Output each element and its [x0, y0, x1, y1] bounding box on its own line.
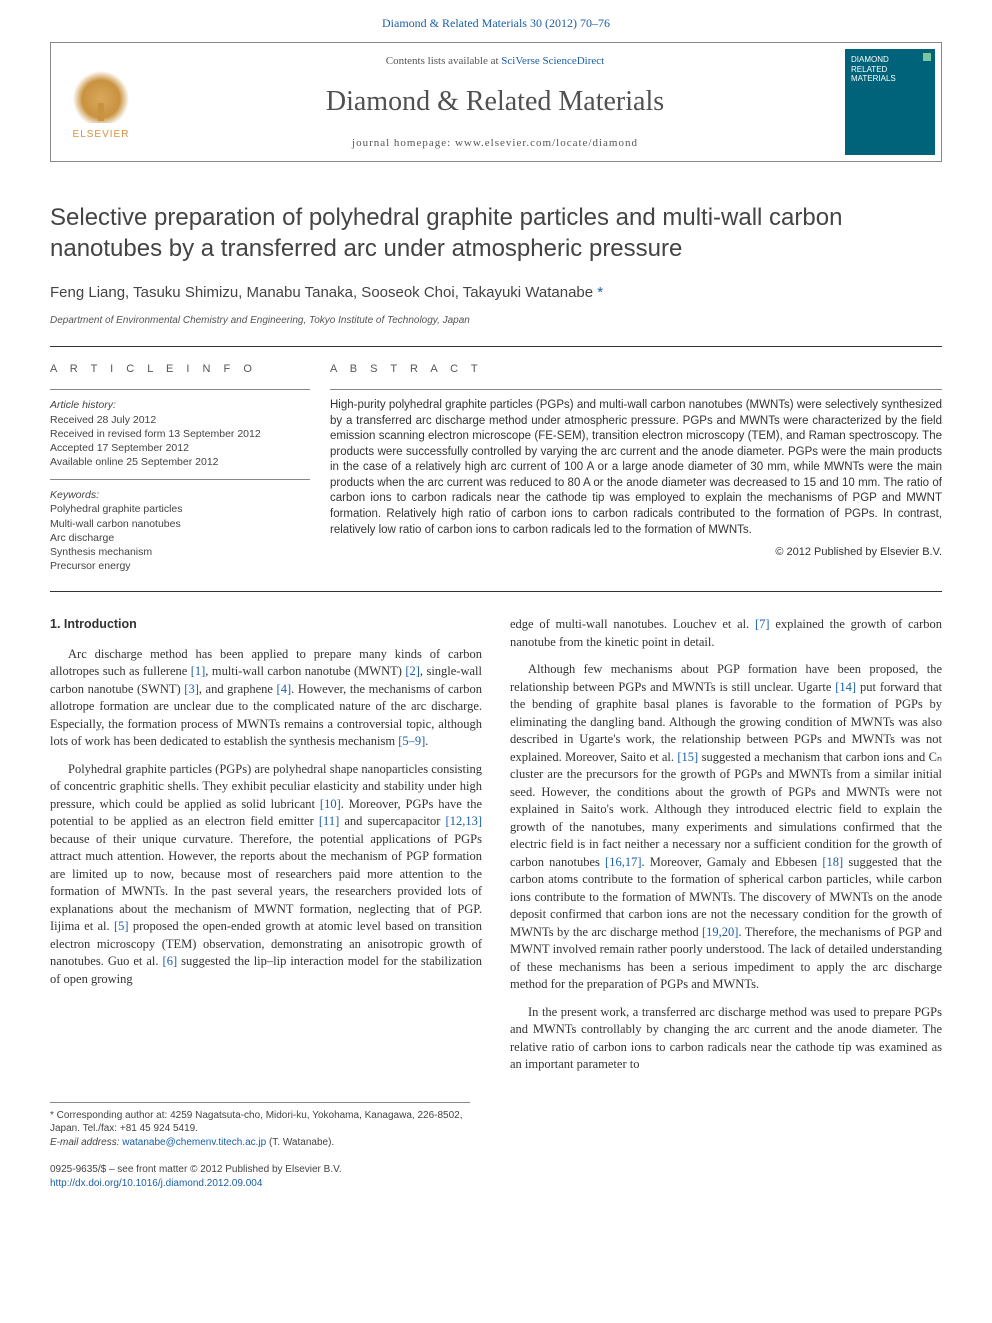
- para-1: Arc discharge method has been applied to…: [50, 646, 482, 751]
- article-info-column: A R T I C L E I N F O Article history: R…: [50, 361, 330, 573]
- ref-6[interactable]: [6]: [163, 954, 178, 968]
- email-link[interactable]: watanabe@chemenv.titech.ac.jp: [122, 1137, 266, 1148]
- elsevier-tree-icon: [71, 63, 131, 123]
- ref-7[interactable]: [7]: [755, 617, 770, 631]
- keyword-4: Synthesis mechanism: [50, 545, 300, 559]
- corresponding-note: * Corresponding author at: 4259 Nagatsut…: [50, 1109, 470, 1136]
- affiliation: Department of Environmental Chemistry an…: [50, 313, 942, 328]
- ref-14[interactable]: [14]: [835, 680, 856, 694]
- ref-3[interactable]: [3]: [184, 682, 199, 696]
- author-list: Feng Liang, Tasuku Shimizu, Manabu Tanak…: [50, 282, 942, 305]
- authors-text: Feng Liang, Tasuku Shimizu, Manabu Tanak…: [50, 284, 593, 301]
- ref-5[interactable]: [5]: [114, 919, 129, 933]
- ref-18[interactable]: [18]: [822, 855, 843, 869]
- ref-4[interactable]: [4]: [277, 682, 292, 696]
- ref-12-13[interactable]: [12,13]: [446, 814, 482, 828]
- publisher-name: ELSEVIER: [73, 127, 130, 142]
- body-columns: 1. Introduction Arc discharge method has…: [50, 592, 942, 1084]
- email-line: E-mail address: watanabe@chemenv.titech.…: [50, 1136, 470, 1150]
- email-label: E-mail address:: [50, 1137, 122, 1148]
- keyword-2: Multi-wall carbon nanotubes: [50, 517, 300, 531]
- cover-line1: DIAMOND: [851, 55, 929, 65]
- accepted-date: Accepted 17 September 2012: [50, 441, 300, 455]
- revised-date: Received in revised form 13 September 20…: [50, 427, 300, 441]
- section-1-heading: 1. Introduction: [50, 616, 482, 634]
- journal-cover-thumb: DIAMOND RELATED MATERIALS: [845, 49, 935, 155]
- publisher-logo: ELSEVIER: [51, 43, 151, 161]
- contents-prefix: Contents lists available at: [386, 55, 501, 67]
- para-4: Although few mechanisms about PGP format…: [510, 661, 942, 994]
- cover-line2: RELATED: [851, 65, 929, 75]
- ref-11[interactable]: [11]: [319, 814, 339, 828]
- para-3: edge of multi-wall nanotubes. Louchev et…: [510, 616, 942, 651]
- article-history: Article history: Received 28 July 2012 R…: [50, 398, 300, 469]
- ref-5-9[interactable]: [5–9]: [398, 734, 425, 748]
- info-rule-1: [50, 389, 310, 390]
- keyword-1: Polyhedral graphite particles: [50, 502, 300, 516]
- ref-10[interactable]: [10]: [320, 797, 341, 811]
- online-date: Available online 25 September 2012: [50, 455, 300, 469]
- journal-homepage: journal homepage: www.elsevier.com/locat…: [151, 135, 839, 152]
- keyword-5: Precursor energy: [50, 559, 300, 573]
- ref-16-17[interactable]: [16,17]: [605, 855, 641, 869]
- article-title: Selective preparation of polyhedral grap…: [50, 202, 942, 264]
- para-5: In the present work, a transferred arc d…: [510, 1004, 942, 1074]
- homepage-url[interactable]: www.elsevier.com/locate/diamond: [455, 137, 638, 149]
- sciencedirect-link[interactable]: SciVerse ScienceDirect: [501, 55, 604, 67]
- header-center: Contents lists available at SciVerse Sci…: [151, 43, 839, 161]
- cover-line3: MATERIALS: [851, 74, 929, 84]
- abstract-text: High-purity polyhedral graphite particle…: [330, 398, 942, 538]
- journal-header-box: ELSEVIER Contents lists available at Sci…: [50, 42, 942, 162]
- column-right: edge of multi-wall nanotubes. Louchev et…: [510, 616, 942, 1084]
- homepage-prefix: journal homepage:: [352, 137, 455, 149]
- footnotes: * Corresponding author at: 4259 Nagatsut…: [50, 1102, 470, 1150]
- info-abstract-row: A R T I C L E I N F O Article history: R…: [50, 347, 942, 573]
- page-footer: 0925-9635/$ – see front matter © 2012 Pu…: [50, 1163, 942, 1190]
- ref-1[interactable]: [1]: [191, 664, 206, 678]
- ref-2[interactable]: [2]: [405, 664, 420, 678]
- keywords-label: Keywords:: [50, 488, 300, 502]
- keywords-block: Keywords: Polyhedral graphite particles …: [50, 488, 300, 573]
- para-2: Polyhedral graphite particles (PGPs) are…: [50, 761, 482, 989]
- info-rule-2: [50, 479, 310, 480]
- citation-text[interactable]: Diamond & Related Materials 30 (2012) 70…: [382, 16, 610, 30]
- abstract-copyright: © 2012 Published by Elsevier B.V.: [330, 544, 942, 561]
- journal-title: Diamond & Related Materials: [151, 81, 839, 123]
- contents-line: Contents lists available at SciVerse Sci…: [151, 53, 839, 70]
- ref-19-20[interactable]: [19,20]: [702, 925, 738, 939]
- email-name: (T. Watanabe).: [266, 1137, 334, 1148]
- abstract-heading: A B S T R A C T: [330, 361, 942, 378]
- received-date: Received 28 July 2012: [50, 413, 300, 427]
- history-label: Article history:: [50, 398, 300, 412]
- article-info-heading: A R T I C L E I N F O: [50, 361, 300, 378]
- abstract-rule: [330, 389, 942, 390]
- header-citation: Diamond & Related Materials 30 (2012) 70…: [0, 0, 992, 42]
- column-left: 1. Introduction Arc discharge method has…: [50, 616, 482, 1084]
- ref-15[interactable]: [15]: [677, 750, 698, 764]
- keyword-3: Arc discharge: [50, 531, 300, 545]
- doi-link[interactable]: http://dx.doi.org/10.1016/j.diamond.2012…: [50, 1178, 262, 1189]
- issn-line: 0925-9635/$ – see front matter © 2012 Pu…: [50, 1163, 942, 1177]
- corresponding-star: *: [597, 284, 603, 301]
- abstract-column: A B S T R A C T High-purity polyhedral g…: [330, 361, 942, 561]
